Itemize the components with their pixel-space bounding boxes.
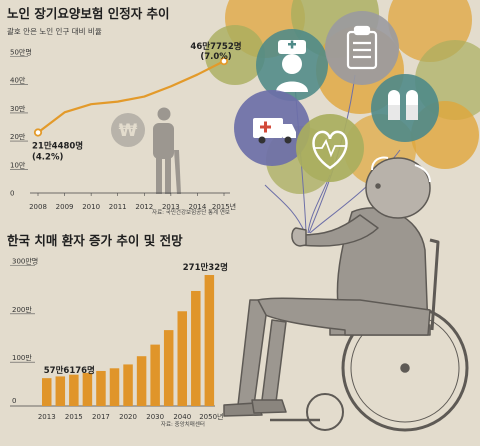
bar-chart-y-tick-label: 200만 xyxy=(12,305,32,314)
pill-balloon xyxy=(371,74,439,142)
bar-chart-bar xyxy=(123,364,133,406)
line-chart-data-label: 21만4480명 xyxy=(32,141,83,152)
line-chart-x-tick-label: 2011 xyxy=(109,203,127,211)
balloon-cluster xyxy=(205,0,480,234)
ambulance-balloon xyxy=(234,90,310,166)
won-sign-icon: ₩ xyxy=(111,113,145,147)
bar-chart-bar xyxy=(69,374,79,406)
line-chart-data-label-pct: (4.2%) xyxy=(32,153,63,163)
bar-chart-source: 자료: 중앙치매센터 xyxy=(161,420,205,428)
line-chart-x-tick-label: 2013 xyxy=(162,203,180,211)
bar-chart-x-tick-label: 2013 xyxy=(38,413,56,421)
line-chart-data-label: 46만7752명 xyxy=(190,41,241,52)
line-chart-point xyxy=(219,56,229,66)
bar-chart-bar xyxy=(42,378,52,406)
line-chart-x-tick-label: 2009 xyxy=(56,203,74,211)
line-chart-y-tick-label: 40만 xyxy=(10,76,26,85)
bar-chart-y-tick-label: 300만명 xyxy=(12,257,38,266)
bar-chart-bar xyxy=(163,330,174,406)
line-chart-subtitle: 괄호 안은 노인 인구 대비 비율 xyxy=(7,26,102,36)
bar-chart-bar xyxy=(82,372,93,406)
line-chart-x-tick-label: 2014 xyxy=(189,203,207,211)
bar-chart-bar xyxy=(96,370,106,406)
bar-chart-data-label: 57만6176명 xyxy=(44,365,95,376)
bar-chart-x-tick-label: 2017 xyxy=(92,413,110,421)
bar-chart-bar xyxy=(109,368,120,406)
bar-chart-y-tick-label: 0 xyxy=(12,397,16,405)
heart-pulse-icon xyxy=(312,130,348,170)
bar-chart-bar xyxy=(191,290,201,406)
line-chart-point xyxy=(33,128,43,137)
line-chart-x-tick-label: 2012 xyxy=(135,203,153,211)
bar-chart-x-tick-label: 2040 xyxy=(173,413,191,421)
line-chart-y-tick-label: 20만 xyxy=(10,132,26,141)
clipboard-balloon xyxy=(325,11,399,85)
svg-text:₩: ₩ xyxy=(119,121,138,141)
line-chart-source: 자료: 국민건강보험공단 통계 연보 xyxy=(152,208,230,216)
elderly-man-wheelchair-illustration xyxy=(223,156,469,432)
nurse-balloon xyxy=(256,29,328,101)
line-chart-x-tick-label: 2010 xyxy=(82,203,100,211)
bar-chart-x-tick-label: 2015 xyxy=(65,413,83,421)
bar-chart-bar xyxy=(150,344,160,406)
ambulance-icon xyxy=(253,118,296,144)
bar-chart-data-label: 271만32명 xyxy=(183,262,228,273)
line-chart-y-tick-label: 50만명 xyxy=(10,48,32,57)
line-chart-title: 노인 장기요양보험 인정자 추이 xyxy=(7,6,170,21)
clipboard-icon xyxy=(346,25,378,70)
bar-chart-bar xyxy=(55,376,66,406)
bar-chart-y-tick-label: 100만 xyxy=(12,353,32,362)
line-chart-series-line xyxy=(37,60,225,134)
bar-chart-bar xyxy=(177,311,187,406)
line-chart-y-tick-label: 30만 xyxy=(10,104,26,113)
bar-chart-bar xyxy=(204,275,215,406)
line-chart-x-tick-label: 2015년 xyxy=(212,202,236,211)
line-chart-data-label-pct: (7.0%) xyxy=(200,52,231,62)
bar-chart-x-tick-label: 2020 xyxy=(119,413,137,421)
long-term-care-line-chart: 노인 장기요양보험 인정자 추이 괄호 안은 노인 인구 대비 비율 ₩ 0 10… xyxy=(7,6,242,216)
line-chart-y-tick-label: 0 xyxy=(10,190,14,198)
elderly-person-icon xyxy=(153,107,181,194)
bar-chart-bar xyxy=(136,356,147,406)
pill-capsule-icon xyxy=(388,90,418,120)
nurse-icon xyxy=(276,40,308,92)
bar-chart-x-tick-label: 2050년 xyxy=(199,412,223,421)
bar-chart-title: 한국 치매 환자 증가 추이 및 전망 xyxy=(7,233,183,248)
line-chart-x-tick-label: 2008 xyxy=(29,203,47,211)
heart-balloon xyxy=(296,114,364,182)
dementia-bar-chart: 한국 치매 환자 증가 추이 및 전망 0 100만 200만 300만명 2013 20… xyxy=(7,233,228,428)
line-chart-y-tick-label: 10만 xyxy=(10,160,26,169)
bar-chart-x-tick-label: 2030 xyxy=(146,413,164,421)
